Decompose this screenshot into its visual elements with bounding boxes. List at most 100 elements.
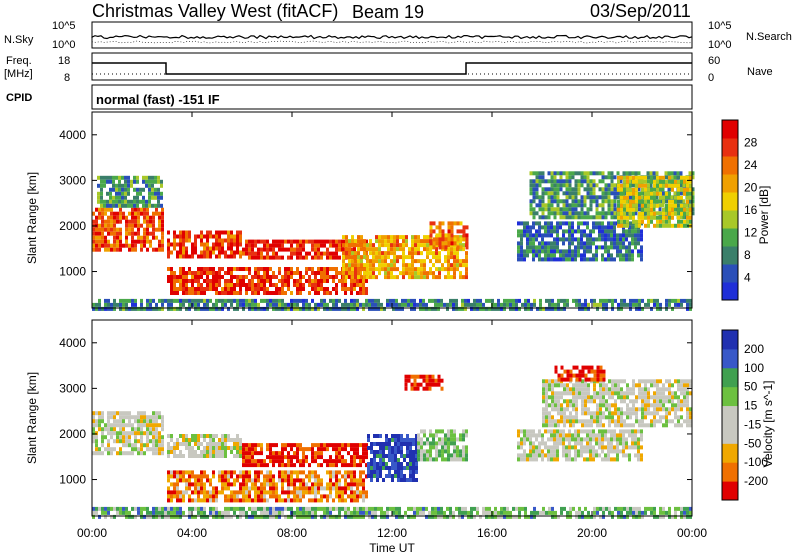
heatmap-cell (691, 171, 695, 176)
heatmap-cell (293, 478, 296, 483)
heatmap-cell (686, 383, 689, 388)
heatmap-cell (450, 453, 453, 458)
heatmap-cell (374, 298, 377, 303)
heatmap-cell (447, 449, 450, 454)
heatmap-cell (406, 438, 409, 442)
heatmap-cell (125, 235, 128, 240)
heatmap-cell (680, 175, 683, 180)
heatmap-cell (604, 191, 608, 196)
heatmap-cell (664, 175, 668, 180)
heatmap-cell (575, 302, 578, 307)
heatmap-cell (230, 287, 233, 291)
heatmap-cell (139, 187, 142, 192)
frequency-line (92, 62, 692, 75)
heatmap-cell (338, 298, 341, 303)
heatmap-cell (604, 199, 608, 204)
heatmap-cell (329, 490, 332, 495)
heatmap-cell (326, 251, 329, 256)
heatmap-cell (593, 387, 596, 392)
heatmap-cell (382, 454, 385, 458)
heatmap-cell (360, 239, 363, 244)
heatmap-cell (637, 437, 640, 442)
heatmap-cell (444, 437, 447, 442)
heatmap-cell (617, 211, 620, 216)
heatmap-cell (520, 229, 523, 234)
heatmap-cell (404, 302, 407, 307)
heatmap-cell (203, 287, 206, 291)
heatmap-cell (167, 298, 170, 303)
heatmap-cell (616, 433, 619, 438)
heatmap-cell (683, 383, 686, 388)
heatmap-cell (161, 443, 164, 448)
heatmap-cell (574, 179, 578, 184)
heatmap-cell (631, 171, 635, 176)
heatmap-cell (125, 451, 128, 456)
heatmap-cell (360, 259, 363, 264)
heatmap-cell (122, 306, 125, 311)
heatmap-cell (275, 443, 278, 448)
heatmap-cell (260, 247, 263, 252)
heatmap-cell (547, 453, 550, 458)
heatmap-cell (215, 279, 218, 283)
heatmap-cell (456, 221, 460, 226)
heatmap-cell (423, 259, 426, 264)
heatmap-cell (557, 407, 560, 412)
heatmap-cell (206, 246, 209, 251)
heatmap-cell (251, 463, 254, 468)
heatmap-cell (127, 199, 130, 204)
heatmap-cell (188, 482, 191, 487)
heatmap-cell (547, 195, 551, 200)
heatmap-cell (638, 211, 641, 216)
heatmap-cell (559, 183, 563, 188)
heatmap-cell (215, 306, 218, 311)
heatmap-cell (308, 275, 311, 279)
heatmap-cell (263, 283, 266, 287)
heatmap-cell (407, 378, 411, 383)
heatmap-cell (344, 478, 347, 483)
heatmap-cell (574, 215, 578, 220)
heatmap-cell (529, 429, 532, 434)
heatmap-cell (284, 271, 287, 275)
heatmap-cell (353, 498, 356, 503)
heatmap-cell (465, 245, 469, 250)
heatmap-cell (314, 283, 317, 287)
heatmap-cell (658, 203, 662, 208)
heatmap-cell (632, 399, 635, 404)
heatmap-cell (393, 275, 396, 280)
heatmap-cell (556, 225, 559, 230)
heatmap-cell (218, 230, 221, 235)
heatmap-cell (610, 257, 613, 262)
heatmap-cell (351, 271, 354, 276)
heatmap-cell (432, 445, 435, 450)
heatmap-cell (581, 391, 584, 396)
heatmap-cell (167, 254, 170, 259)
heatmap-cell (167, 230, 170, 235)
heatmap-cell (413, 298, 416, 303)
heatmap-cell (109, 191, 112, 196)
heatmap-cell (689, 411, 692, 416)
heatmap-cell (595, 441, 598, 446)
heatmap-cell (671, 203, 674, 208)
heatmap-cell (278, 279, 281, 283)
heatmap-cell (182, 454, 185, 458)
heatmap-cell (441, 267, 444, 272)
heatmap-cell (404, 382, 408, 387)
heatmap-cell (95, 219, 98, 224)
heatmap-cell (314, 494, 317, 499)
heatmap-cell (248, 279, 251, 283)
heatmap-cell (689, 419, 692, 424)
heatmap-cell (628, 253, 631, 258)
heatmap-cell (568, 449, 571, 454)
heatmap-cell (320, 239, 323, 244)
heatmap-cell (532, 441, 535, 446)
heatmap-cell (101, 439, 104, 444)
heatmap-cell (110, 415, 113, 420)
heatmap-cell (628, 221, 631, 226)
heatmap-cell (541, 179, 545, 184)
heatmap-cell (197, 298, 200, 303)
heatmap-cell (447, 437, 450, 442)
heatmap-cell (335, 490, 338, 495)
heatmap-cell (647, 423, 650, 428)
heatmap-cell (447, 267, 450, 272)
heatmap-cell (104, 243, 107, 248)
